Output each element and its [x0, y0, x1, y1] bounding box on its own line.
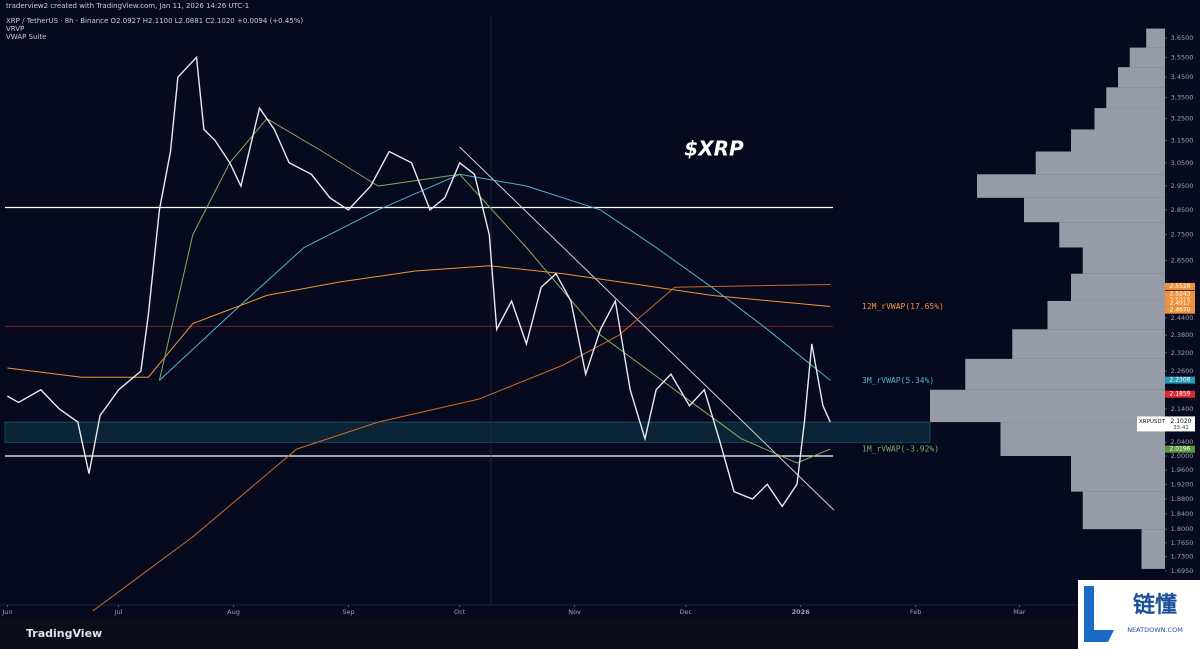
- volume-profile-bar: [1082, 491, 1165, 530]
- volume-profile-bar: [1118, 67, 1165, 88]
- x-tick-label: Mar: [1013, 608, 1026, 616]
- volume-profile-bar: [1047, 300, 1165, 330]
- price-label-box: [1165, 299, 1195, 307]
- zone: [4, 421, 931, 443]
- trendline: [459, 146, 835, 511]
- attribution: traderview2 created with TradingView.com…: [6, 2, 249, 10]
- volume-profile-bar: [1082, 247, 1165, 274]
- volume-profile-bar: [930, 389, 1165, 423]
- series-label: 3M_rVWAP(5.34%): [862, 376, 934, 385]
- last-price: 2.1020: [1171, 418, 1192, 425]
- y-tick-label: 2.4400: [1171, 314, 1194, 322]
- symbol-line: XRP / TetherUS · 8h · Binance O2.0927 H2…: [6, 17, 303, 25]
- watermark-logo: [1084, 586, 1114, 642]
- y-tick-label: 2.6500: [1171, 256, 1194, 264]
- y-tick-label: 2.0000: [1171, 452, 1194, 460]
- brand: TradingView: [26, 627, 102, 640]
- chart-title: $XRP: [684, 137, 744, 161]
- y-tick-label: 3.5500: [1171, 53, 1194, 61]
- series-line: [7, 265, 831, 378]
- y-tick-label: 1.8400: [1171, 510, 1194, 518]
- last-price-symbol: XRPUSDT: [1139, 419, 1166, 425]
- watermark-site: NEATDOWN.COM: [1127, 626, 1183, 634]
- x-tick-label: Nov: [568, 608, 581, 616]
- price-label-box: [1165, 306, 1195, 314]
- series-line: [92, 284, 831, 612]
- y-tick-label: 2.9500: [1171, 182, 1194, 190]
- x-tick-label: Dec: [679, 608, 692, 616]
- y-tick-label: 3.2500: [1171, 115, 1194, 123]
- y-tick-label: 1.7300: [1171, 553, 1194, 561]
- y-tick-label: 3.0500: [1171, 159, 1194, 167]
- series-label: 12M_rVWAP(17.65%): [862, 302, 944, 311]
- y-tick-label: 1.9200: [1171, 480, 1194, 488]
- x-tick-label: Jul: [114, 608, 123, 616]
- y-tick-label: 2.0400: [1171, 438, 1194, 446]
- series-label: 1M_rVWAP(-3.92%): [862, 445, 939, 454]
- indicator: VRVP: [6, 25, 24, 33]
- y-tick-label: 2.3800: [1171, 331, 1194, 339]
- volume-profile-bar: [965, 358, 1165, 390]
- volume-profile-bar: [1106, 87, 1165, 109]
- x-tick-label: Sep: [342, 608, 354, 616]
- price-label-box: [1165, 376, 1195, 384]
- price-label: 2.5243: [1170, 291, 1191, 298]
- price-label-box: [1165, 390, 1195, 398]
- volume-profile-bar: [1059, 222, 1165, 248]
- price-label: 2.4670: [1170, 307, 1191, 314]
- volume-profile-bar: [1129, 47, 1165, 68]
- price-axis: [1165, 15, 1200, 618]
- price-label: 2.2308: [1170, 377, 1191, 384]
- price-label: 2.4917: [1170, 300, 1191, 307]
- x-tick-label: Feb: [910, 608, 922, 616]
- x-tick-label: Oct: [454, 608, 466, 616]
- price-label-box: [1165, 282, 1195, 290]
- countdown: 33:41: [1173, 425, 1189, 431]
- volume-profile-bar: [1012, 329, 1165, 359]
- y-tick-label: 3.3500: [1171, 94, 1194, 102]
- price-label: 2.0196: [1170, 446, 1191, 453]
- y-tick-label: 3.1500: [1171, 136, 1194, 144]
- y-tick-label: 2.2600: [1171, 367, 1194, 375]
- indicator: VWAP Suite: [6, 33, 46, 41]
- volume-profile-bar: [1094, 108, 1165, 130]
- last-price-box: [1137, 416, 1195, 432]
- volume-profile-bar: [1071, 455, 1165, 492]
- y-tick-label: 1.8800: [1171, 495, 1194, 503]
- x-tick-label: Jun: [1, 608, 12, 616]
- volume-profile-bar: [1035, 151, 1165, 175]
- x-tick-label: Aug: [227, 608, 240, 616]
- y-tick-label: 1.9600: [1171, 466, 1194, 474]
- volume-profile-bar: [977, 174, 1165, 198]
- x-tick-label: 2026: [792, 608, 811, 616]
- y-tick-label: 1.6950: [1171, 567, 1194, 575]
- y-tick-label: 3.4500: [1171, 73, 1194, 81]
- y-tick-label: 3.6500: [1171, 34, 1194, 42]
- price-label-box: [1165, 290, 1195, 298]
- volume-profile-bar: [1071, 273, 1165, 301]
- y-tick-label: 2.8500: [1171, 206, 1194, 214]
- series-line: [7, 55, 831, 508]
- volume-profile-bar: [1146, 28, 1165, 48]
- footer-bar: [0, 618, 1200, 649]
- series-line: [159, 173, 831, 381]
- volume-profile-bar: [1024, 197, 1165, 223]
- price-label: 2.5528: [1170, 283, 1191, 290]
- y-tick-label: 1.7650: [1171, 539, 1194, 547]
- y-tick-label: 1.8000: [1171, 525, 1194, 533]
- y-tick-label: 2.1400: [1171, 405, 1194, 413]
- price-label-box: [1165, 445, 1195, 453]
- y-tick-label: 2.3200: [1171, 349, 1194, 357]
- volume-profile-bar: [1071, 129, 1165, 152]
- volume-profile-bar: [1141, 529, 1165, 569]
- y-tick-label: 2.7500: [1171, 231, 1194, 239]
- watermark: 链懂: [1133, 592, 1177, 618]
- price-label: 2.1859: [1170, 391, 1191, 398]
